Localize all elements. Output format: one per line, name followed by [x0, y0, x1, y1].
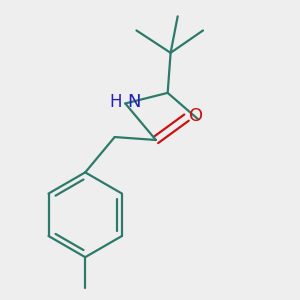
Text: H: H [109, 93, 122, 111]
Text: N: N [128, 93, 141, 111]
Text: O: O [189, 107, 203, 125]
